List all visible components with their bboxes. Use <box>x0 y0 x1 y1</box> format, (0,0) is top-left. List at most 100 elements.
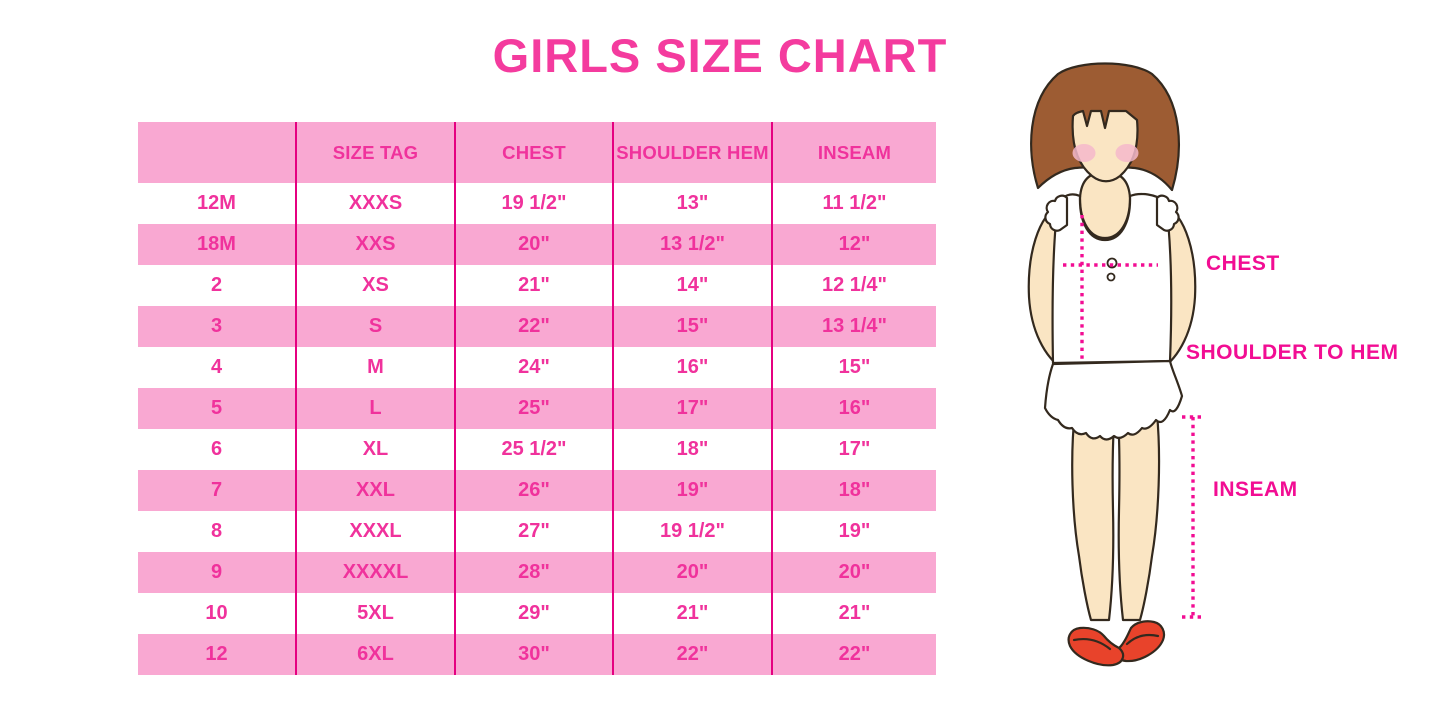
table-cell: S <box>297 306 456 347</box>
table-cell: 19 1/2" <box>456 183 614 224</box>
table-cell: 9 <box>138 552 297 593</box>
chest-measurement-label: CHEST <box>1206 252 1280 275</box>
table-cell: 13" <box>614 183 773 224</box>
table-cell: 12 1/4" <box>773 265 936 306</box>
table-cell: 2 <box>138 265 297 306</box>
size-table: SIZE TAG CHEST SHOULDER HEM INSEAM 12M XXXS 1… <box>138 122 936 675</box>
girl-shoe-right <box>1115 620 1166 663</box>
table-row: 12 6XL 30" 22" 22" <box>138 634 936 675</box>
girl-shoe-left-strap <box>1072 637 1112 651</box>
girl-ruffle-right <box>1155 194 1180 232</box>
page-title: GIRLS SIZE CHART <box>492 29 948 82</box>
table-cell: 16" <box>773 388 936 429</box>
table-cell: 3 <box>138 306 297 347</box>
header-cell-shoulder-hem: SHOULDER HEM <box>614 122 773 183</box>
table-cell: XXXXL <box>297 552 456 593</box>
inseam-measurement-label: INSEAM <box>1213 478 1298 501</box>
table-cell: 24" <box>456 347 614 388</box>
table-cell: 12" <box>773 224 936 265</box>
table-cell: XXS <box>297 224 456 265</box>
table-cell: 6XL <box>297 634 456 675</box>
table-cell: 26" <box>456 470 614 511</box>
girl-leg-right <box>1116 412 1161 622</box>
table-cell: XXXL <box>297 511 456 552</box>
table-row: 9 XXXXL 28" 20" 20" <box>138 552 936 593</box>
table-cell: L <box>297 388 456 429</box>
girl-illustration <box>1027 62 1204 667</box>
table-cell: 19" <box>614 470 773 511</box>
table-cell: M <box>297 347 456 388</box>
table-row: 4 M 24" 16" 15" <box>138 347 936 388</box>
table-row: 18M XXS 20" 13 1/2" 12" <box>138 224 936 265</box>
table-cell: XL <box>297 429 456 470</box>
table-cell: 18" <box>614 429 773 470</box>
table-cell: 14" <box>614 265 773 306</box>
girl-ruffle-left <box>1044 194 1069 232</box>
table-cell: 17" <box>773 429 936 470</box>
table-cell: XXXS <box>297 183 456 224</box>
table-cell: 12 <box>138 634 297 675</box>
girl-leg-left <box>1071 410 1117 622</box>
table-cell: 20" <box>456 224 614 265</box>
header-cell-inseam: INSEAM <box>773 122 936 183</box>
table-cell: XXL <box>297 470 456 511</box>
table-cell: XS <box>297 265 456 306</box>
table-cell: 28" <box>456 552 614 593</box>
table-cell: 17" <box>614 388 773 429</box>
size-table-header-row: SIZE TAG CHEST SHOULDER HEM INSEAM <box>138 122 936 183</box>
table-cell: 27" <box>456 511 614 552</box>
table-row: 6 XL 25 1/2" 18" 17" <box>138 429 936 470</box>
table-cell: 4 <box>138 347 297 388</box>
table-row: 8 XXXL 27" 19 1/2" 19" <box>138 511 936 552</box>
table-cell: 5 <box>138 388 297 429</box>
table-row: 3 S 22" 15" 13 1/4" <box>138 306 936 347</box>
girl-cheek-right <box>1115 144 1139 162</box>
table-cell: 16" <box>614 347 773 388</box>
table-row: 12M XXXS 19 1/2" 13" 11 1/2" <box>138 183 936 224</box>
girl-skirt <box>1043 359 1184 441</box>
table-row: 7 XXL 26" 19" 18" <box>138 470 936 511</box>
header-cell-blank <box>138 122 297 183</box>
table-cell: 10 <box>138 593 297 634</box>
table-cell: 7 <box>138 470 297 511</box>
table-cell: 22" <box>614 634 773 675</box>
shoulder-to-hem-measurement-label: SHOULDER TO HEM <box>1186 341 1399 364</box>
table-cell: 15" <box>614 306 773 347</box>
girl-cheek-left <box>1072 144 1096 162</box>
girl-face <box>1071 109 1139 183</box>
table-row: 5 L 25" 17" 16" <box>138 388 936 429</box>
header-cell-chest: CHEST <box>456 122 614 183</box>
table-row: 2 XS 21" 14" 12 1/4" <box>138 265 936 306</box>
table-cell: 21" <box>614 593 773 634</box>
table-cell: 21" <box>456 265 614 306</box>
table-cell: 18" <box>773 470 936 511</box>
table-cell: 21" <box>773 593 936 634</box>
size-table-body: 12M XXXS 19 1/2" 13" 11 1/2" 18M XXS 20" 13 1/2"… <box>138 183 936 675</box>
table-cell: 25 1/2" <box>456 429 614 470</box>
table-cell: 19 1/2" <box>614 511 773 552</box>
table-cell: 8 <box>138 511 297 552</box>
girl-button-bottom <box>1106 272 1116 282</box>
table-cell: 12M <box>138 183 297 224</box>
girl-shoe-left <box>1067 626 1125 667</box>
table-cell: 11 1/2" <box>773 183 936 224</box>
table-cell: 20" <box>773 552 936 593</box>
table-cell: 22" <box>456 306 614 347</box>
table-cell: 13 1/4" <box>773 306 936 347</box>
table-cell: 6 <box>138 429 297 470</box>
table-cell: 18M <box>138 224 297 265</box>
table-cell: 30" <box>456 634 614 675</box>
header-cell-size-tag: SIZE TAG <box>297 122 456 183</box>
table-cell: 13 1/2" <box>614 224 773 265</box>
table-row: 10 5XL 29" 21" 21" <box>138 593 936 634</box>
measurement-figure: CHEST SHOULDER TO HEM INSEAM <box>1000 0 1445 723</box>
table-cell: 19" <box>773 511 936 552</box>
girl-shoe-right-strap <box>1125 633 1160 646</box>
table-cell: 5XL <box>297 593 456 634</box>
table-cell: 29" <box>456 593 614 634</box>
table-cell: 15" <box>773 347 936 388</box>
table-cell: 20" <box>614 552 773 593</box>
girl-button-top <box>1106 257 1118 269</box>
table-cell: 22" <box>773 634 936 675</box>
